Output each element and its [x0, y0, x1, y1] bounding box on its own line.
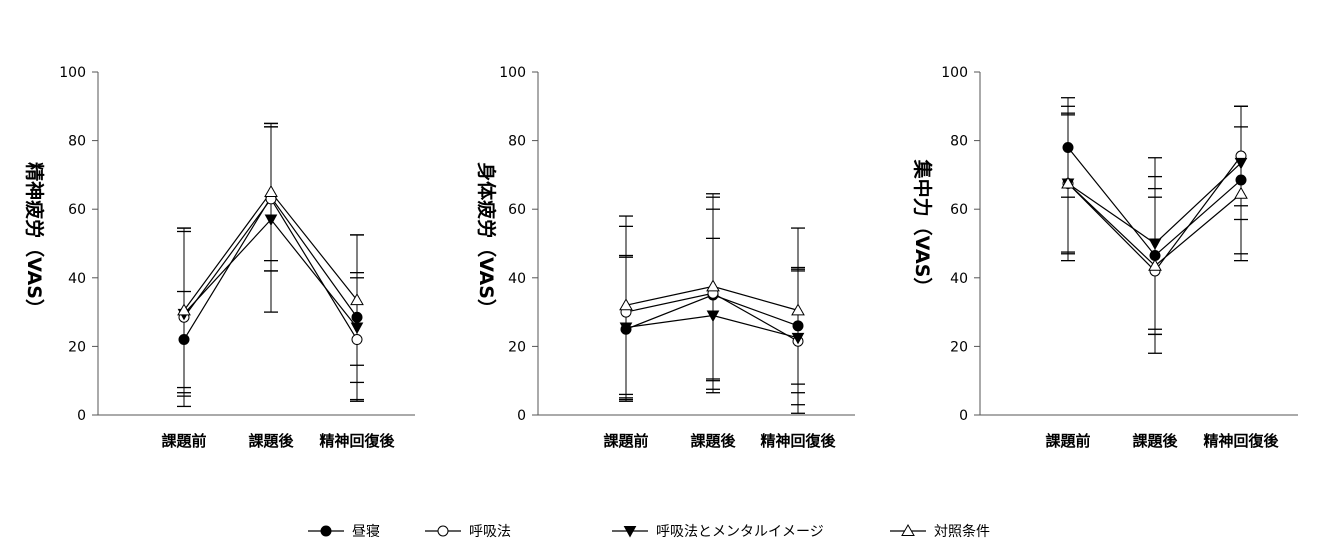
- y-tick-label: 40: [68, 271, 86, 287]
- data-point: [1234, 157, 1248, 170]
- data-point: [792, 320, 804, 332]
- y-tick-label: 60: [950, 202, 968, 218]
- legend-item-2: 呼吸法: [425, 524, 511, 540]
- x-category-label: 課題前: [603, 432, 648, 450]
- legend-label: 呼吸法: [469, 524, 511, 540]
- legend-marker: [437, 525, 449, 537]
- data-point: [350, 293, 364, 306]
- chart-panel-1: 0 20 40 60 80 100 課題前 課題後 精神回復後 精神疲労（VAS）: [23, 65, 415, 450]
- y-tick-label: 40: [508, 271, 526, 287]
- chart-panel-2: 0 20 40 60 80 100 課題前 課題後 精神回復後 身体疲労（VAS）: [475, 65, 855, 450]
- legend-item-1: 昼寝: [308, 523, 380, 540]
- y-axis-label: 身体疲労（VAS）: [475, 162, 498, 318]
- legend-label: 昼寝: [352, 523, 380, 540]
- y-tick-label: 20: [508, 339, 526, 355]
- x-category-label: 精神回復後: [760, 432, 836, 450]
- data-point: [706, 279, 720, 292]
- y-tick-label: 40: [950, 271, 968, 287]
- data-point: [1062, 141, 1074, 153]
- y-tick-label: 60: [68, 202, 86, 218]
- y-tick-label: 100: [59, 65, 86, 81]
- x-category-label: 課題後: [248, 432, 294, 450]
- y-tick-label: 0: [77, 408, 86, 424]
- data-point: [791, 332, 805, 345]
- legend-marker: [901, 523, 915, 536]
- data-point: [1148, 238, 1162, 251]
- data-point: [706, 310, 720, 323]
- y-tick-label: 60: [508, 202, 526, 218]
- y-tick-label: 20: [68, 339, 86, 355]
- y-tick-label: 100: [499, 65, 526, 81]
- data-point: [619, 298, 633, 311]
- data-point: [1235, 174, 1247, 186]
- y-tick-label: 20: [950, 339, 968, 355]
- legend-item-3: 呼吸法とメンタルイメージ: [612, 524, 824, 540]
- legend: 昼寝 呼吸法 呼吸法とメンタルイメージ 対照条件: [308, 523, 990, 540]
- legend-label: 呼吸法とメンタルイメージ: [656, 524, 824, 540]
- legend-item-4: 対照条件: [890, 523, 990, 540]
- data-point: [264, 185, 278, 198]
- y-axis-label: 集中力（VAS）: [911, 159, 934, 297]
- y-tick-label: 0: [517, 408, 526, 424]
- y-tick-label: 80: [508, 134, 526, 150]
- x-category-label: 課題前: [161, 432, 206, 450]
- y-tick-label: 100: [941, 65, 968, 81]
- data-point: [1234, 186, 1248, 199]
- x-category-label: 課題後: [690, 432, 736, 450]
- y-axis-label: 精神疲労（VAS）: [23, 162, 46, 318]
- data-point: [1061, 176, 1075, 189]
- data-point: [178, 334, 190, 346]
- data-point: [264, 214, 278, 227]
- data-point: [351, 334, 363, 346]
- data-point: [351, 311, 363, 323]
- x-category-label: 課題前: [1045, 432, 1090, 450]
- y-tick-label: 0: [959, 408, 968, 424]
- x-category-label: 課題後: [1132, 432, 1178, 450]
- chart-panels: 0 20 40 60 80 100 課題前 課題後 精神回復後 精神疲労（VAS） 0 20 40 60 8…: [23, 65, 1298, 450]
- x-category-label: 精神回復後: [1203, 432, 1279, 450]
- legend-marker: [623, 526, 637, 538]
- y-tick-label: 80: [950, 134, 968, 150]
- y-tick-label: 80: [68, 134, 86, 150]
- data-point: [177, 303, 191, 316]
- data-point: [791, 303, 805, 316]
- data-point: [619, 322, 633, 335]
- data-point: [350, 322, 364, 335]
- chart-panel-3: 0 20 40 60 80 100 課題前 課題後 精神回復後 集中力（VAS）: [911, 65, 1298, 450]
- legend-label: 対照条件: [934, 523, 990, 540]
- data-point: [1148, 258, 1162, 271]
- legend-marker: [320, 525, 332, 537]
- x-category-label: 精神回復後: [319, 432, 395, 450]
